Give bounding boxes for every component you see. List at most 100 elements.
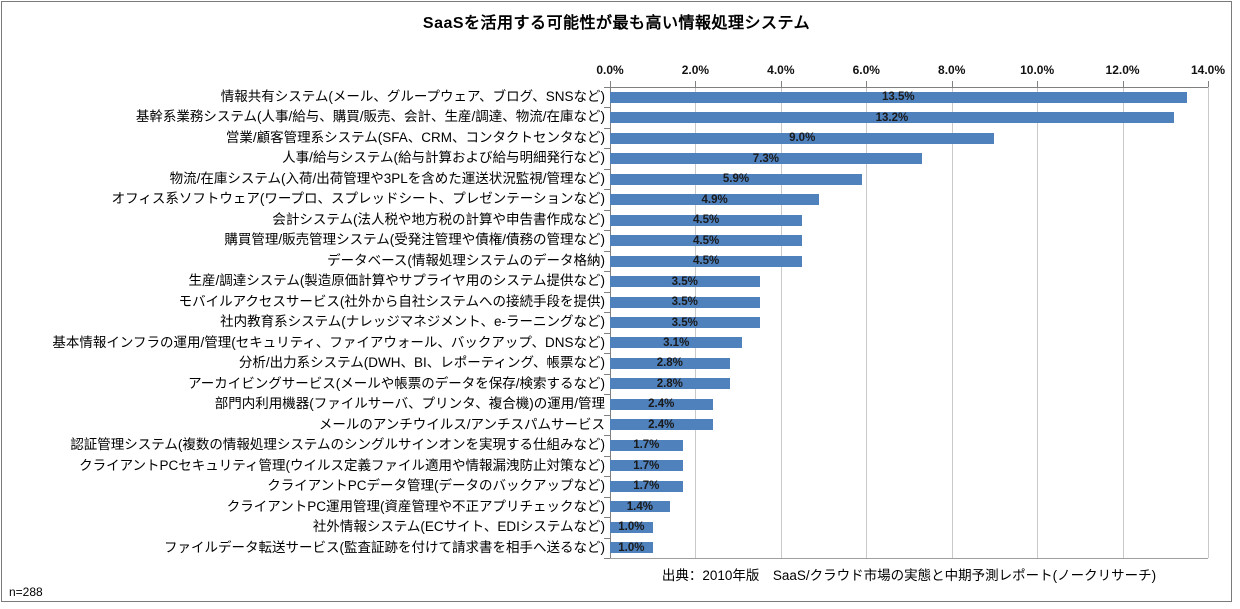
bar-value-label: 1.4%: [626, 500, 653, 513]
category-label: 購買管理/販売管理システム(受発注管理や債権/債務の管理など): [224, 232, 605, 248]
bar: [610, 91, 1187, 103]
bar: [610, 173, 862, 185]
category-label: 人事/給与システム(給与計算および給与明細発行など): [282, 150, 605, 166]
category-axis-tick: [604, 455, 610, 457]
bar: [610, 112, 1174, 124]
gridline: [951, 87, 953, 558]
bar-value-label: 13.2%: [875, 111, 909, 124]
bar: [610, 194, 820, 206]
bar-value-label: 9.0%: [789, 132, 816, 145]
category-label: クライアントPC運用管理(資産管理や不正アプリチェックなど): [226, 498, 605, 514]
category-label: モバイルアクセスサービス(社外から自社システムへの接続手段を提供): [178, 293, 605, 309]
category-label: ファイルデータ転送サービス(監査証跡を付けて請求書を相手へ送るなど): [164, 539, 605, 555]
bar-value-label: 4.5%: [692, 255, 720, 268]
x-axis-tick-label: 14.0%: [1190, 63, 1226, 77]
bar: [610, 501, 670, 513]
bar-value-label: 2.4%: [648, 418, 675, 431]
x-axis-tick-label: 8.0%: [938, 63, 966, 77]
gridline: [780, 87, 782, 558]
gridline: [866, 87, 868, 558]
x-axis-tick-label: 10.0%: [1020, 63, 1055, 77]
category-axis-tick: [604, 87, 610, 88]
bar-value-label: 2.8%: [656, 357, 683, 370]
bar: [610, 480, 683, 492]
category-axis-tick: [604, 209, 610, 211]
chart-title: SaaSを活用する可能性が最も高い情報処理システム: [422, 15, 811, 32]
gridline: [1122, 87, 1124, 558]
bar-value-label: 1.0%: [618, 541, 645, 554]
value-axis-tick: [695, 81, 697, 87]
bar-value-label: 4.9%: [701, 193, 728, 206]
bar: [610, 132, 995, 144]
category-axis-tick: [604, 558, 610, 559]
category-axis-tick: [604, 291, 610, 293]
bar-value-label: 13.5%: [882, 91, 915, 104]
bar: [610, 255, 803, 267]
bar-value-label: 3.1%: [663, 336, 690, 349]
category-axis-tick: [604, 394, 610, 396]
bar: [610, 378, 730, 390]
x-axis-tick-label: 12.0%: [1105, 63, 1140, 77]
gridline: [1037, 87, 1039, 558]
category-axis-tick: [604, 312, 610, 314]
category-axis-tick: [604, 435, 610, 437]
category-axis-tick: [604, 332, 610, 334]
category-axis-tick: [604, 537, 610, 539]
category-axis-tick: [604, 496, 610, 498]
chart-canvas: SaaSを活用する可能性が最も高い情報処理システム 0.0% 2.0% 4.0% 6.…: [2, 2, 1231, 601]
category-label: 部門内利用機器(ファイルサーバ、プリンタ、複合機)の運用/管理: [214, 396, 605, 412]
bar-value-label: 2.4%: [648, 398, 675, 411]
category-axis-tick: [604, 189, 610, 191]
gridline: [1208, 87, 1209, 558]
category-label: 社外情報システム(ECサイト、EDIシステムなど): [312, 519, 605, 535]
x-axis-tick-label: 2.0%: [681, 63, 710, 77]
category-axis-tick: [604, 148, 610, 150]
category-axis-tick: [604, 517, 610, 519]
value-axis-tick: [780, 81, 782, 87]
category-axis-tick: [604, 107, 610, 109]
bar: [610, 337, 743, 349]
bar: [610, 214, 803, 226]
value-axis-tick: [1122, 81, 1124, 87]
category-axis-tick: [604, 373, 610, 375]
category-label: 営業/顧客管理系システム(SFA、CRM、コンタクトセンタなど): [225, 129, 605, 145]
value-axis-tick: [951, 81, 953, 87]
bar-value-label: 4.5%: [692, 214, 720, 227]
chart-frame: SaaSを活用する可能性が最も高い情報処理システム 0.0% 2.0% 4.0% 6.…: [1, 1, 1232, 602]
bar-value-label: 3.5%: [671, 316, 698, 329]
sample-size-label: n=288: [9, 585, 43, 599]
category-label: 基本情報インフラの運用/管理(セキュリティ、ファイアウォール、バックアップ、DN…: [52, 334, 605, 350]
bar-value-label: 1.7%: [633, 480, 660, 493]
plot-bottom-border: [610, 558, 1208, 559]
x-axis-tick-label: 6.0%: [852, 63, 880, 77]
bar-value-label: 5.9%: [722, 173, 750, 186]
category-label: クライアントPCセキュリティ管理(ウイルス定義ファイル適用や情報漏洩防止対策など…: [79, 457, 605, 473]
category-axis-tick: [604, 250, 610, 252]
category-axis-tick: [604, 271, 610, 273]
category-label: アーカイビングサービス(メールや帳票のデータを保存/検索するなど): [188, 375, 605, 391]
category-axis-tick: [604, 230, 610, 232]
category-label: 生産/調達システム(製造原価計算やサプライヤ用のシステム提供など): [188, 273, 605, 289]
category-axis-tick: [604, 476, 610, 478]
value-axis-tick: [1208, 81, 1209, 87]
category-label: 社内教育系システム(ナレッジマネジメント、e-ラーニングなど): [220, 314, 605, 330]
bar: [610, 419, 713, 431]
bar-value-label: 3.5%: [671, 275, 698, 288]
category-label: 情報共有システム(メール、グループウェア、ブログ、SNSなど): [220, 89, 605, 104]
category-label: 認証管理システム(複数の情報処理システムのシングルサインオンを実現する仕組みなど…: [70, 437, 605, 453]
category-label: クライアントPCデータ管理(データのバックアップなど): [267, 478, 605, 494]
value-axis-tick: [1037, 81, 1039, 87]
x-axis-tick-label: 4.0%: [767, 63, 795, 77]
category-label: データベース(情報処理システムのデータ格納): [327, 252, 605, 268]
bar: [610, 398, 713, 410]
bar-value-label: 4.5%: [692, 234, 720, 247]
bar-value-label: 2.8%: [656, 377, 683, 390]
bar-value-label: 7.3%: [752, 152, 780, 165]
bar: [610, 317, 760, 328]
category-label: 分析/出力系システム(DWH、BI、レポーティング、帳票など): [238, 355, 605, 371]
bar: [610, 521, 653, 533]
category-label: 会計システム(法人税や地方税の計算や申告書作成など): [272, 211, 605, 227]
bar: [610, 460, 683, 472]
bar: [610, 439, 683, 451]
category-axis-tick: [604, 414, 610, 416]
